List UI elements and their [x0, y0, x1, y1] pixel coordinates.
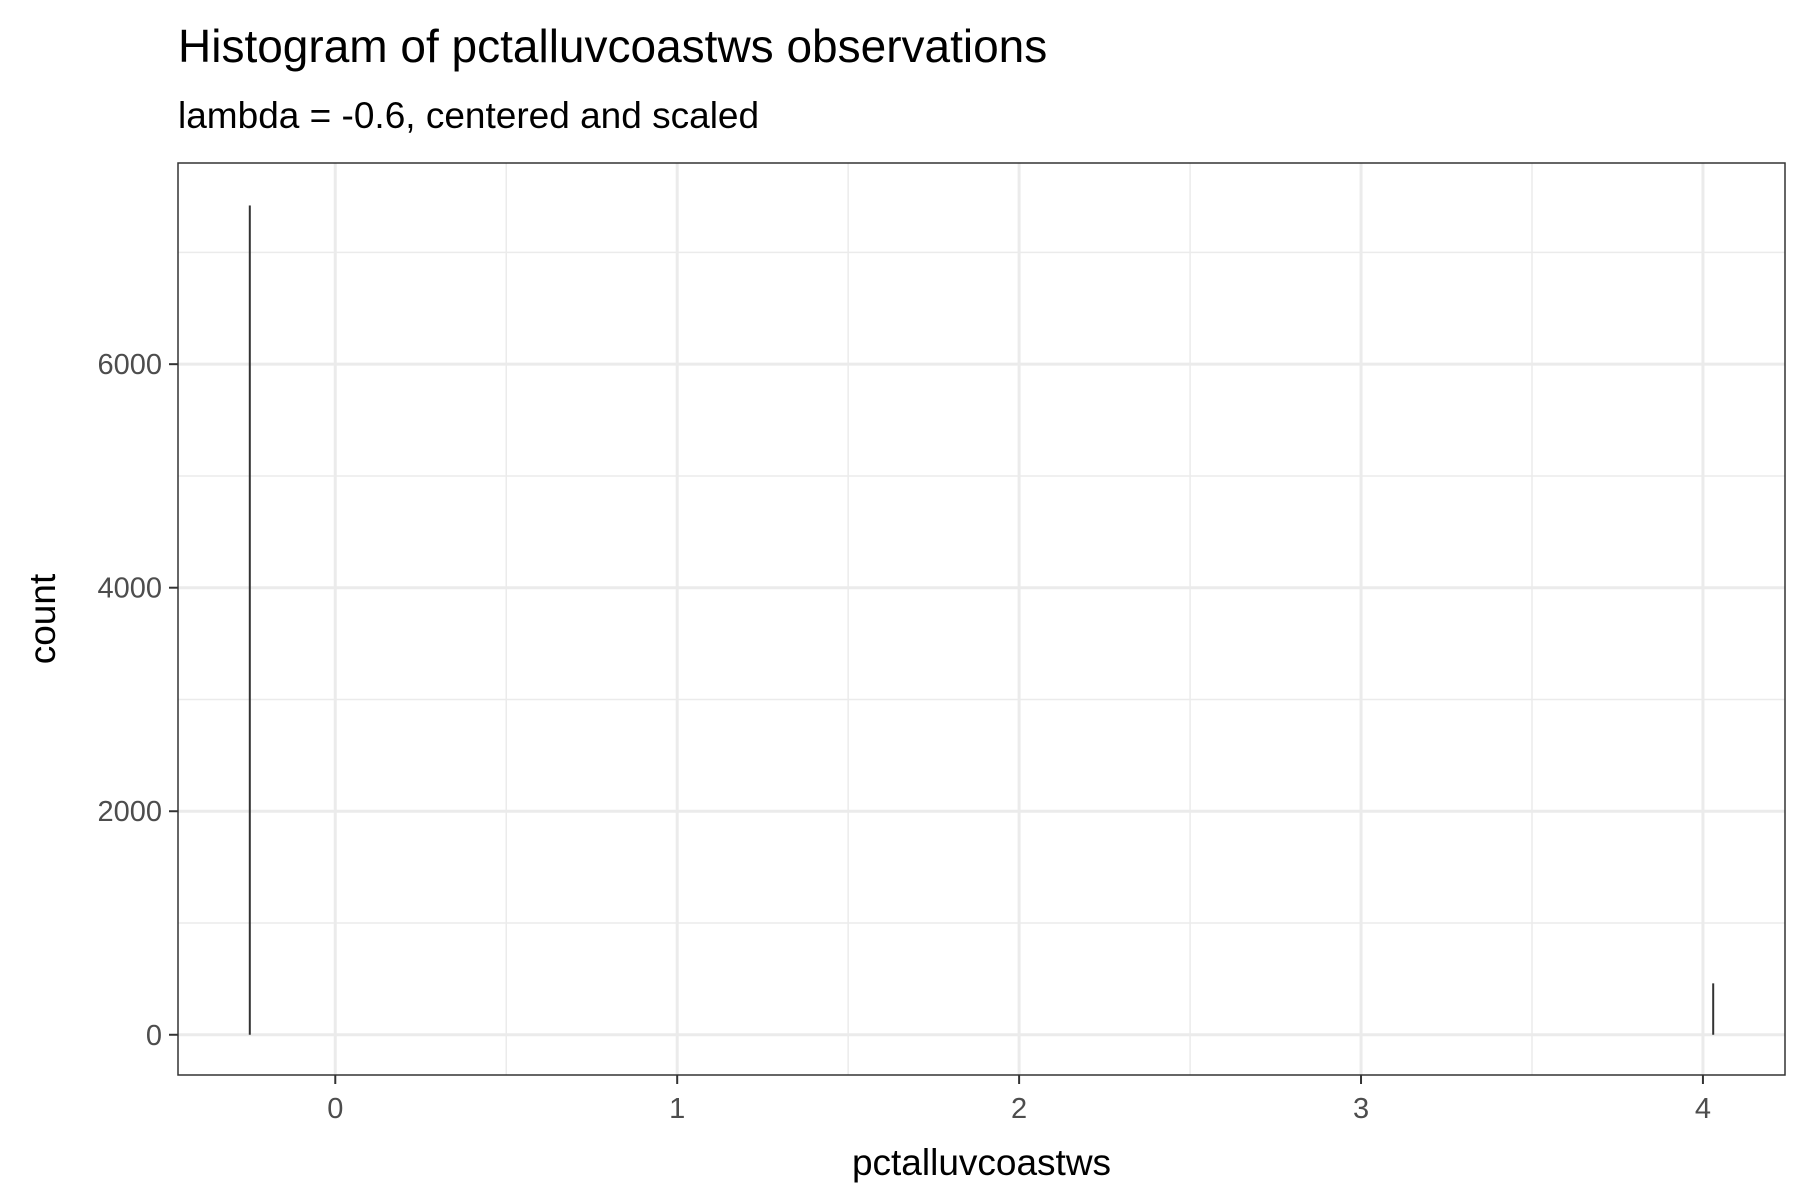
- chart-title: Histogram of pctalluvcoastws observation…: [178, 20, 1047, 72]
- histogram-bar: [1712, 983, 1715, 1035]
- x-tick-label: 0: [327, 1093, 343, 1125]
- y-axis-title: count: [22, 573, 63, 664]
- y-tick-label: 0: [146, 1020, 162, 1052]
- x-tick-label: 1: [669, 1093, 685, 1125]
- y-tick-label: 4000: [97, 573, 162, 605]
- histogram-bars: [248, 205, 1715, 1035]
- x-tick-label: 4: [1695, 1093, 1711, 1125]
- histogram-bar: [248, 205, 251, 1035]
- x-axis-title: pctalluvcoastws: [852, 1142, 1111, 1183]
- grid-lines: [178, 163, 1785, 1075]
- x-tick-label: 2: [1011, 1093, 1027, 1125]
- y-tick-label: 2000: [97, 796, 162, 828]
- axes: 0 1 2 3 4 0 2000 4000 6000: [97, 349, 1711, 1125]
- chart-subtitle: lambda = -0.6, centered and scaled: [178, 95, 759, 136]
- x-tick-label: 3: [1353, 1093, 1369, 1125]
- plot-panel-border: [177, 162, 1786, 1076]
- y-tick-label: 6000: [97, 349, 162, 381]
